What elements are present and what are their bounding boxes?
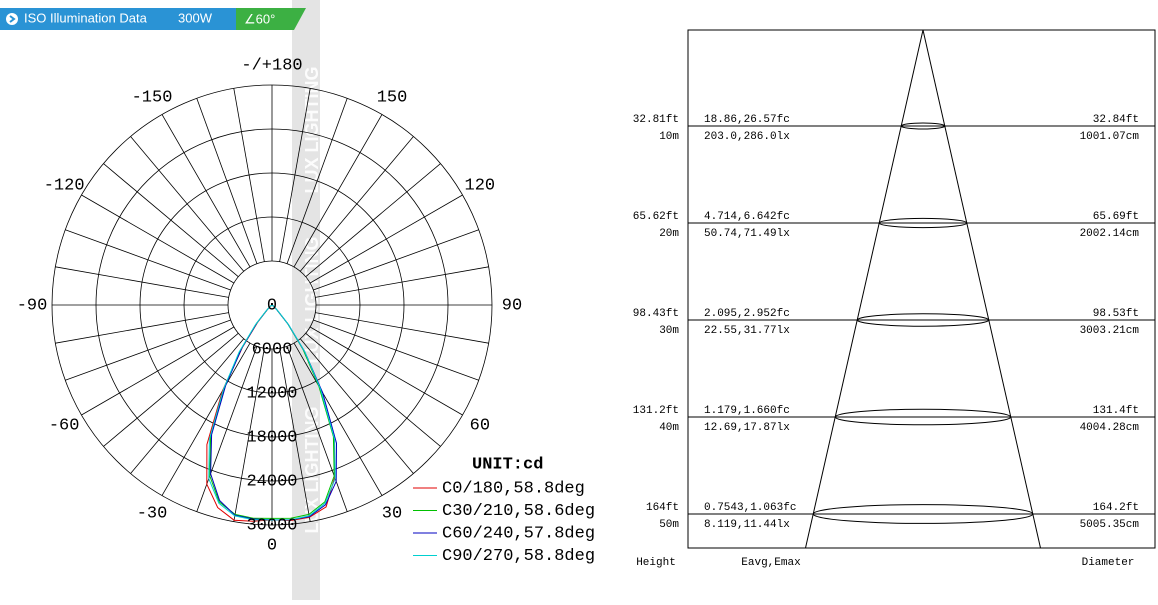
diameter-ft: 65.69ft [1093, 211, 1139, 223]
header-tag [236, 8, 306, 30]
illuminance-fc: 18.86,26.57fc [704, 114, 790, 126]
illuminance-fc: 4.714,6.642fc [704, 211, 790, 223]
legend-label: C90/270,58.8deg [442, 547, 595, 566]
illuminance-lx: 12.69,17.87lx [704, 422, 790, 434]
illuminance-fc: 1.179,1.660fc [704, 405, 790, 417]
illuminance-fc: 2.095,2.952fc [704, 308, 790, 320]
height-ft: 164ft [646, 502, 679, 514]
header-icon [6, 13, 18, 25]
r-tick-label: 6000 [252, 340, 293, 359]
diameter-ft: 32.84ft [1093, 114, 1139, 126]
height-m: 20m [659, 228, 679, 240]
angle-tick-label: -150 [132, 89, 173, 108]
header-bar [0, 8, 296, 30]
angle-tick-label: 60 [470, 416, 490, 435]
angle-tick-label: -30 [137, 504, 168, 523]
unit-label: UNIT:cd [472, 455, 543, 474]
angle-tick-label: -/+180 [241, 56, 302, 75]
illuminance-fc: 0.7543,1.063fc [704, 502, 796, 514]
intensity-curve [208, 304, 336, 521]
angle-tick-label: 30 [382, 504, 402, 523]
beam-ellipse [878, 217, 968, 229]
r-tick-label: 12000 [246, 384, 297, 403]
height-m: 50m [659, 519, 679, 531]
watermark: LUX LIGHTING [302, 67, 322, 194]
cone-edge [922, 29, 1041, 549]
diameter-ft: 164.2ft [1093, 502, 1139, 514]
beam-ellipse [856, 313, 990, 327]
diameter-cm: 4004.28cm [1080, 422, 1140, 434]
cone-edge [805, 29, 924, 549]
ring [227, 260, 317, 350]
r-tick-label: 18000 [246, 428, 297, 447]
angle-tick-label: -90 [17, 296, 48, 315]
ring [139, 172, 405, 438]
illuminance-lx: 8.119,11.44lx [704, 519, 790, 531]
header-title: ISO Illumination Data [24, 10, 148, 25]
height-ft: 32.81ft [633, 114, 679, 126]
beam-ellipse [900, 122, 946, 130]
diameter-cm: 2002.14cm [1080, 228, 1140, 240]
diameter-ft: 131.4ft [1093, 405, 1139, 417]
angle-tick-label: 150 [377, 89, 408, 108]
illuminance-lx: 22.55,31.77lx [704, 325, 790, 337]
height-m: 30m [659, 325, 679, 337]
diameter-ft: 98.53ft [1093, 308, 1139, 320]
header-icon-arrow [9, 15, 16, 23]
diameter-cm: 5005.35cm [1080, 519, 1140, 531]
header-power: 300W [178, 10, 213, 25]
legend-label: C0/180,58.8deg [442, 479, 585, 498]
angle-tick-label: 120 [465, 176, 496, 195]
beam-ellipse [812, 504, 1034, 524]
header-angle: ∠60° [244, 11, 275, 26]
height-ft: 65.62ft [633, 211, 679, 223]
r-tick-label: 24000 [246, 472, 297, 491]
angle-tick-label: 0 [267, 536, 277, 555]
legend-label: C30/210,58.6deg [442, 502, 595, 521]
r-tick-label: 30000 [246, 516, 297, 535]
height-m: 10m [659, 131, 679, 143]
column-header: Diameter [1082, 557, 1135, 569]
ring [95, 128, 449, 482]
diameter-cm: 1001.07cm [1080, 131, 1140, 143]
ring [51, 84, 493, 526]
beam-frame [687, 29, 1156, 549]
legend-label: C60/240,57.8deg [442, 524, 595, 543]
height-m: 40m [659, 422, 679, 434]
beam-ellipse [834, 408, 1012, 426]
height-ft: 131.2ft [633, 405, 679, 417]
angle-tick-label: -60 [49, 416, 80, 435]
illuminance-lx: 203.0,286.0lx [704, 131, 790, 143]
angle-tick-label: 90 [502, 296, 522, 315]
illuminance-lx: 50.74,71.49lx [704, 228, 790, 240]
r-tick-label: 0 [267, 296, 277, 315]
ring [183, 216, 361, 394]
height-ft: 98.43ft [633, 308, 679, 320]
angle-tick-label: -120 [44, 176, 85, 195]
column-header: Eavg,Emax [741, 557, 801, 569]
diameter-cm: 3003.21cm [1080, 325, 1140, 337]
column-header: Height [636, 557, 676, 569]
